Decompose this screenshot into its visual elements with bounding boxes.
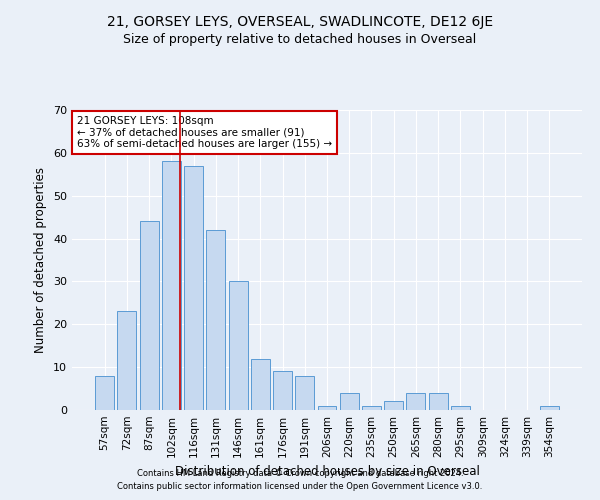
Bar — [206, 230, 225, 410]
Text: 21, GORSEY LEYS, OVERSEAL, SWADLINCOTE, DE12 6JE: 21, GORSEY LEYS, OVERSEAL, SWADLINCOTE, … — [107, 15, 493, 29]
Bar — [362, 406, 381, 410]
Bar — [295, 376, 314, 410]
Bar — [140, 222, 158, 410]
Bar — [340, 393, 359, 410]
Bar — [273, 372, 292, 410]
Bar — [429, 393, 448, 410]
Text: Contains public sector information licensed under the Open Government Licence v3: Contains public sector information licen… — [118, 482, 482, 491]
Text: Contains HM Land Registry data © Crown copyright and database right 2024.: Contains HM Land Registry data © Crown c… — [137, 468, 463, 477]
Bar — [406, 393, 425, 410]
Bar — [451, 406, 470, 410]
Bar — [229, 282, 248, 410]
Y-axis label: Number of detached properties: Number of detached properties — [34, 167, 47, 353]
Bar — [184, 166, 203, 410]
X-axis label: Distribution of detached houses by size in Overseal: Distribution of detached houses by size … — [175, 466, 479, 478]
Bar — [540, 406, 559, 410]
Text: Size of property relative to detached houses in Overseal: Size of property relative to detached ho… — [124, 32, 476, 46]
Bar — [384, 402, 403, 410]
Bar — [317, 406, 337, 410]
Bar — [162, 162, 181, 410]
Bar — [95, 376, 114, 410]
Bar — [118, 312, 136, 410]
Bar — [251, 358, 270, 410]
Text: 21 GORSEY LEYS: 108sqm
← 37% of detached houses are smaller (91)
63% of semi-det: 21 GORSEY LEYS: 108sqm ← 37% of detached… — [77, 116, 332, 149]
